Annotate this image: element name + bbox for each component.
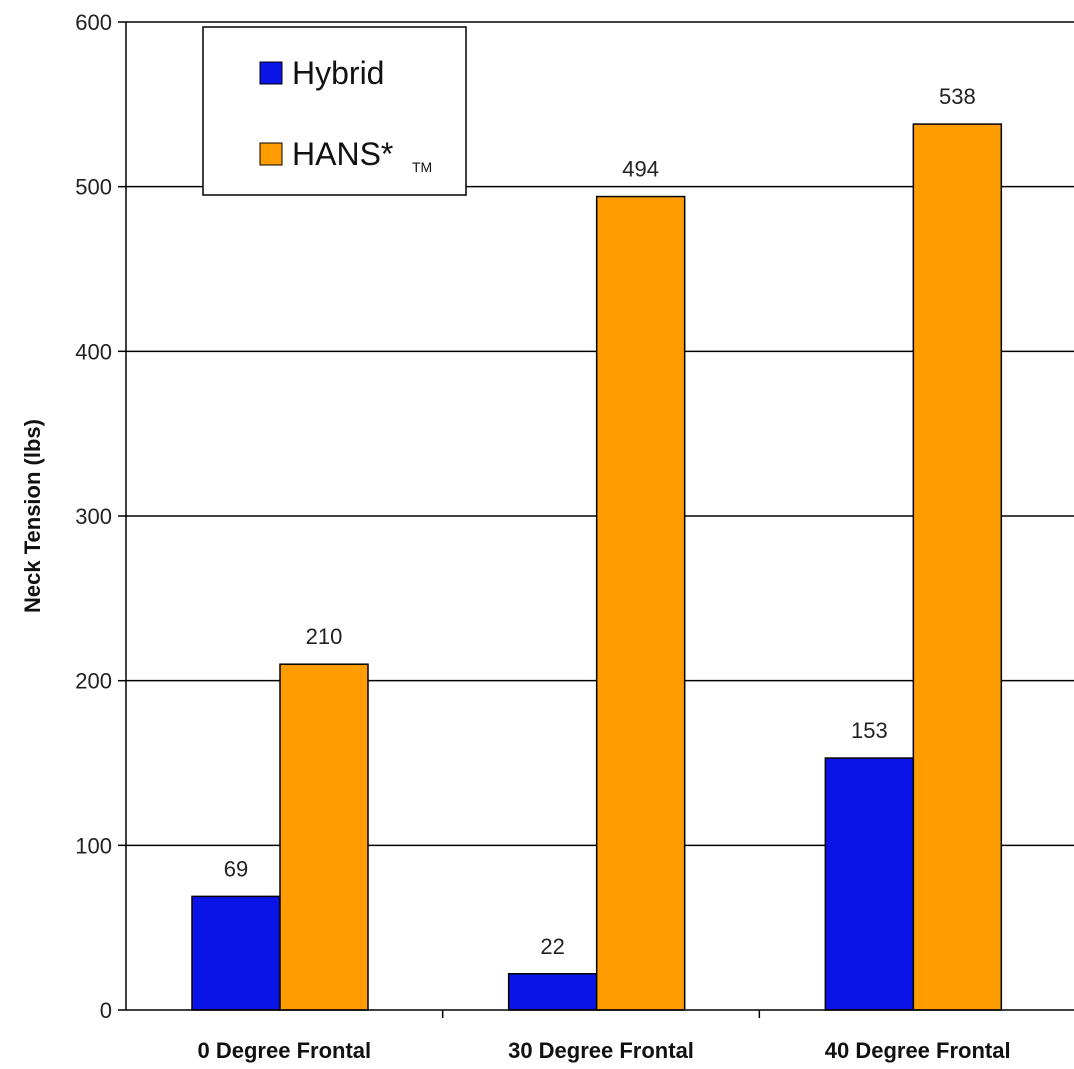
data-label: 210 [306, 624, 343, 649]
axes [118, 21, 1074, 1018]
bar-hans-0 [279, 663, 369, 1011]
legend-label-hans-tm: TM [412, 159, 432, 175]
legend: Hybrid HANS* TM [202, 26, 467, 196]
x-tick-label: 30 Degree Frontal [508, 1038, 694, 1063]
data-label: 69 [224, 856, 248, 881]
y-tick-label: 400 [75, 339, 112, 364]
bar-hans-1 [595, 195, 686, 1011]
bar-hybrid-0 [191, 895, 281, 1011]
legend-box [202, 26, 467, 196]
y-tick-label: 600 [75, 10, 112, 35]
y-tick-label: 200 [75, 669, 112, 694]
y-tick-label: 300 [75, 504, 112, 529]
y-tick-label: 0 [100, 998, 112, 1023]
x-tick-label: 0 Degree Frontal [198, 1038, 372, 1063]
bar-hybrid-2 [824, 757, 915, 1011]
legend-label-hans: HANS* [292, 136, 393, 172]
data-label: 22 [540, 934, 564, 959]
data-label: 538 [939, 84, 976, 109]
legend-label-hybrid: Hybrid [292, 55, 384, 91]
y-tick-label: 100 [75, 833, 112, 858]
legend-swatch-hybrid [259, 61, 283, 85]
bar-hybrid-1 [507, 973, 598, 1011]
data-label: 494 [622, 157, 659, 182]
y-tick-label: 500 [75, 175, 112, 200]
y-axis-title: Neck Tension (lbs) [20, 419, 45, 613]
data-label: 153 [851, 718, 888, 743]
labels: 0 100 200 300 400 500 600 69 210 0 Degree Frontal… [75, 10, 1010, 1063]
bar-hans-2 [912, 123, 1003, 1011]
legend-swatch-hans [259, 142, 283, 166]
x-tick-label: 40 Degree Frontal [825, 1038, 1011, 1063]
bars [191, 123, 1003, 1011]
